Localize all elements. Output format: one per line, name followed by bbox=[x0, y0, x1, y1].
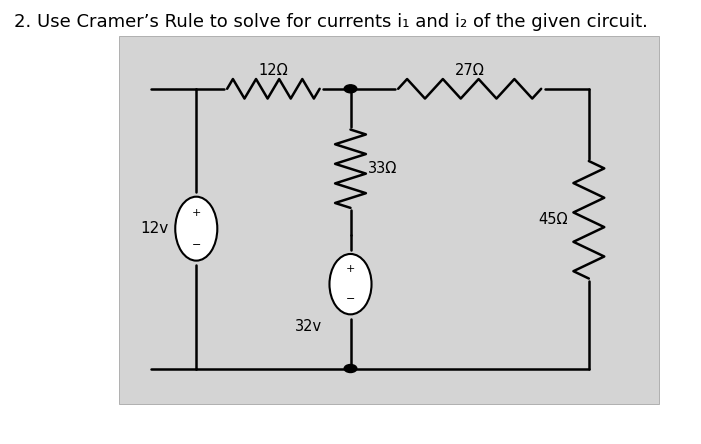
Bar bbox=[119, 36, 659, 404]
Text: +: + bbox=[191, 208, 201, 218]
Text: 12v: 12v bbox=[140, 221, 168, 236]
Circle shape bbox=[344, 365, 357, 373]
Text: 32v: 32v bbox=[295, 319, 322, 334]
Text: 2. Use Cramer’s Rule to solve for currents i₁ and i₂ of the given circuit.: 2. Use Cramer’s Rule to solve for curren… bbox=[14, 13, 648, 32]
Ellipse shape bbox=[329, 254, 372, 314]
Text: 27Ω: 27Ω bbox=[455, 63, 484, 78]
Ellipse shape bbox=[175, 197, 217, 261]
Text: 12Ω: 12Ω bbox=[259, 63, 288, 78]
Text: −: − bbox=[346, 294, 355, 304]
Text: −: − bbox=[191, 240, 201, 250]
Text: +: + bbox=[346, 264, 355, 274]
Text: 33Ω: 33Ω bbox=[368, 161, 397, 176]
Circle shape bbox=[344, 85, 357, 93]
Text: 45Ω: 45Ω bbox=[538, 212, 568, 227]
